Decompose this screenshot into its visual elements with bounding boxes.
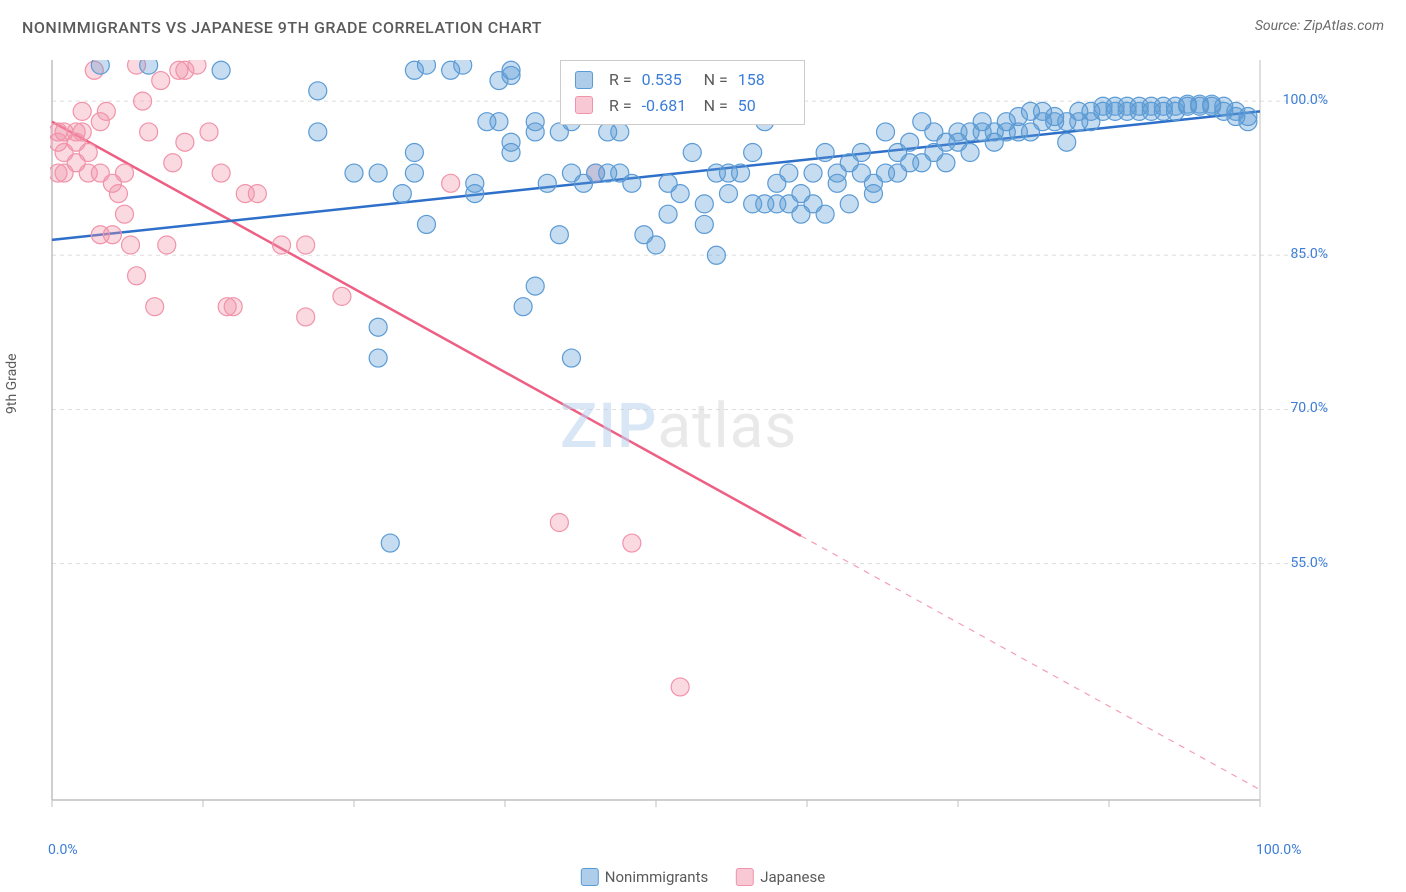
y-tick-label: 70.0%	[1290, 400, 1328, 416]
legend-label-nonimmigrants: Nonimmigrants	[605, 868, 708, 886]
stats-row-nonimmigrants: R = 0.535 N = 158	[575, 67, 790, 93]
swatch-nonimmigrants	[575, 71, 593, 89]
chart-area: 55.0%70.0%85.0%100.0% 0.0%100.0%	[50, 60, 1330, 830]
n-value-nonimmigrants: 158	[738, 67, 790, 93]
swatch-japanese	[575, 96, 593, 114]
chart-title: NONIMMIGRANTS VS JAPANESE 9TH GRADE CORR…	[22, 18, 542, 37]
swatch-nonimmigrants-icon	[581, 868, 599, 886]
y-tick-label: 100.0%	[1283, 92, 1328, 108]
legend: Nonimmigrants Japanese	[581, 868, 825, 886]
legend-item-nonimmigrants: Nonimmigrants	[581, 868, 708, 886]
x-tick-label: 0.0%	[48, 842, 78, 858]
source-label: Source: ZipAtlas.com	[1255, 18, 1384, 34]
n-label: N =	[704, 67, 728, 93]
y-axis-label: 9th Grade	[4, 353, 20, 414]
scatter-plot	[50, 60, 1330, 830]
n-value-japanese: 50	[738, 93, 790, 119]
n-label: N =	[704, 93, 728, 119]
x-tick-label: 100.0%	[1256, 842, 1301, 858]
stats-legend: R = 0.535 N = 158 R = -0.681 N = 50	[560, 60, 805, 125]
legend-label-japanese: Japanese	[760, 868, 825, 886]
swatch-japanese-icon	[736, 868, 754, 886]
y-tick-label: 55.0%	[1290, 555, 1328, 571]
r-label: R =	[609, 93, 632, 119]
stats-row-japanese: R = -0.681 N = 50	[575, 93, 790, 119]
legend-item-japanese: Japanese	[736, 868, 825, 886]
r-label: R =	[609, 67, 632, 93]
r-value-nonimmigrants: 0.535	[642, 67, 694, 93]
r-value-japanese: -0.681	[642, 93, 694, 119]
y-tick-label: 85.0%	[1290, 246, 1328, 262]
